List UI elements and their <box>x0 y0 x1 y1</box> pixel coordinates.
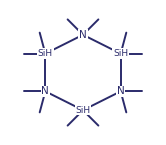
Text: N: N <box>117 86 124 96</box>
Text: N: N <box>79 30 87 40</box>
Text: SiH: SiH <box>113 49 128 58</box>
Text: SiH: SiH <box>38 49 53 58</box>
Text: N: N <box>42 86 49 96</box>
Text: SiH: SiH <box>75 106 91 115</box>
